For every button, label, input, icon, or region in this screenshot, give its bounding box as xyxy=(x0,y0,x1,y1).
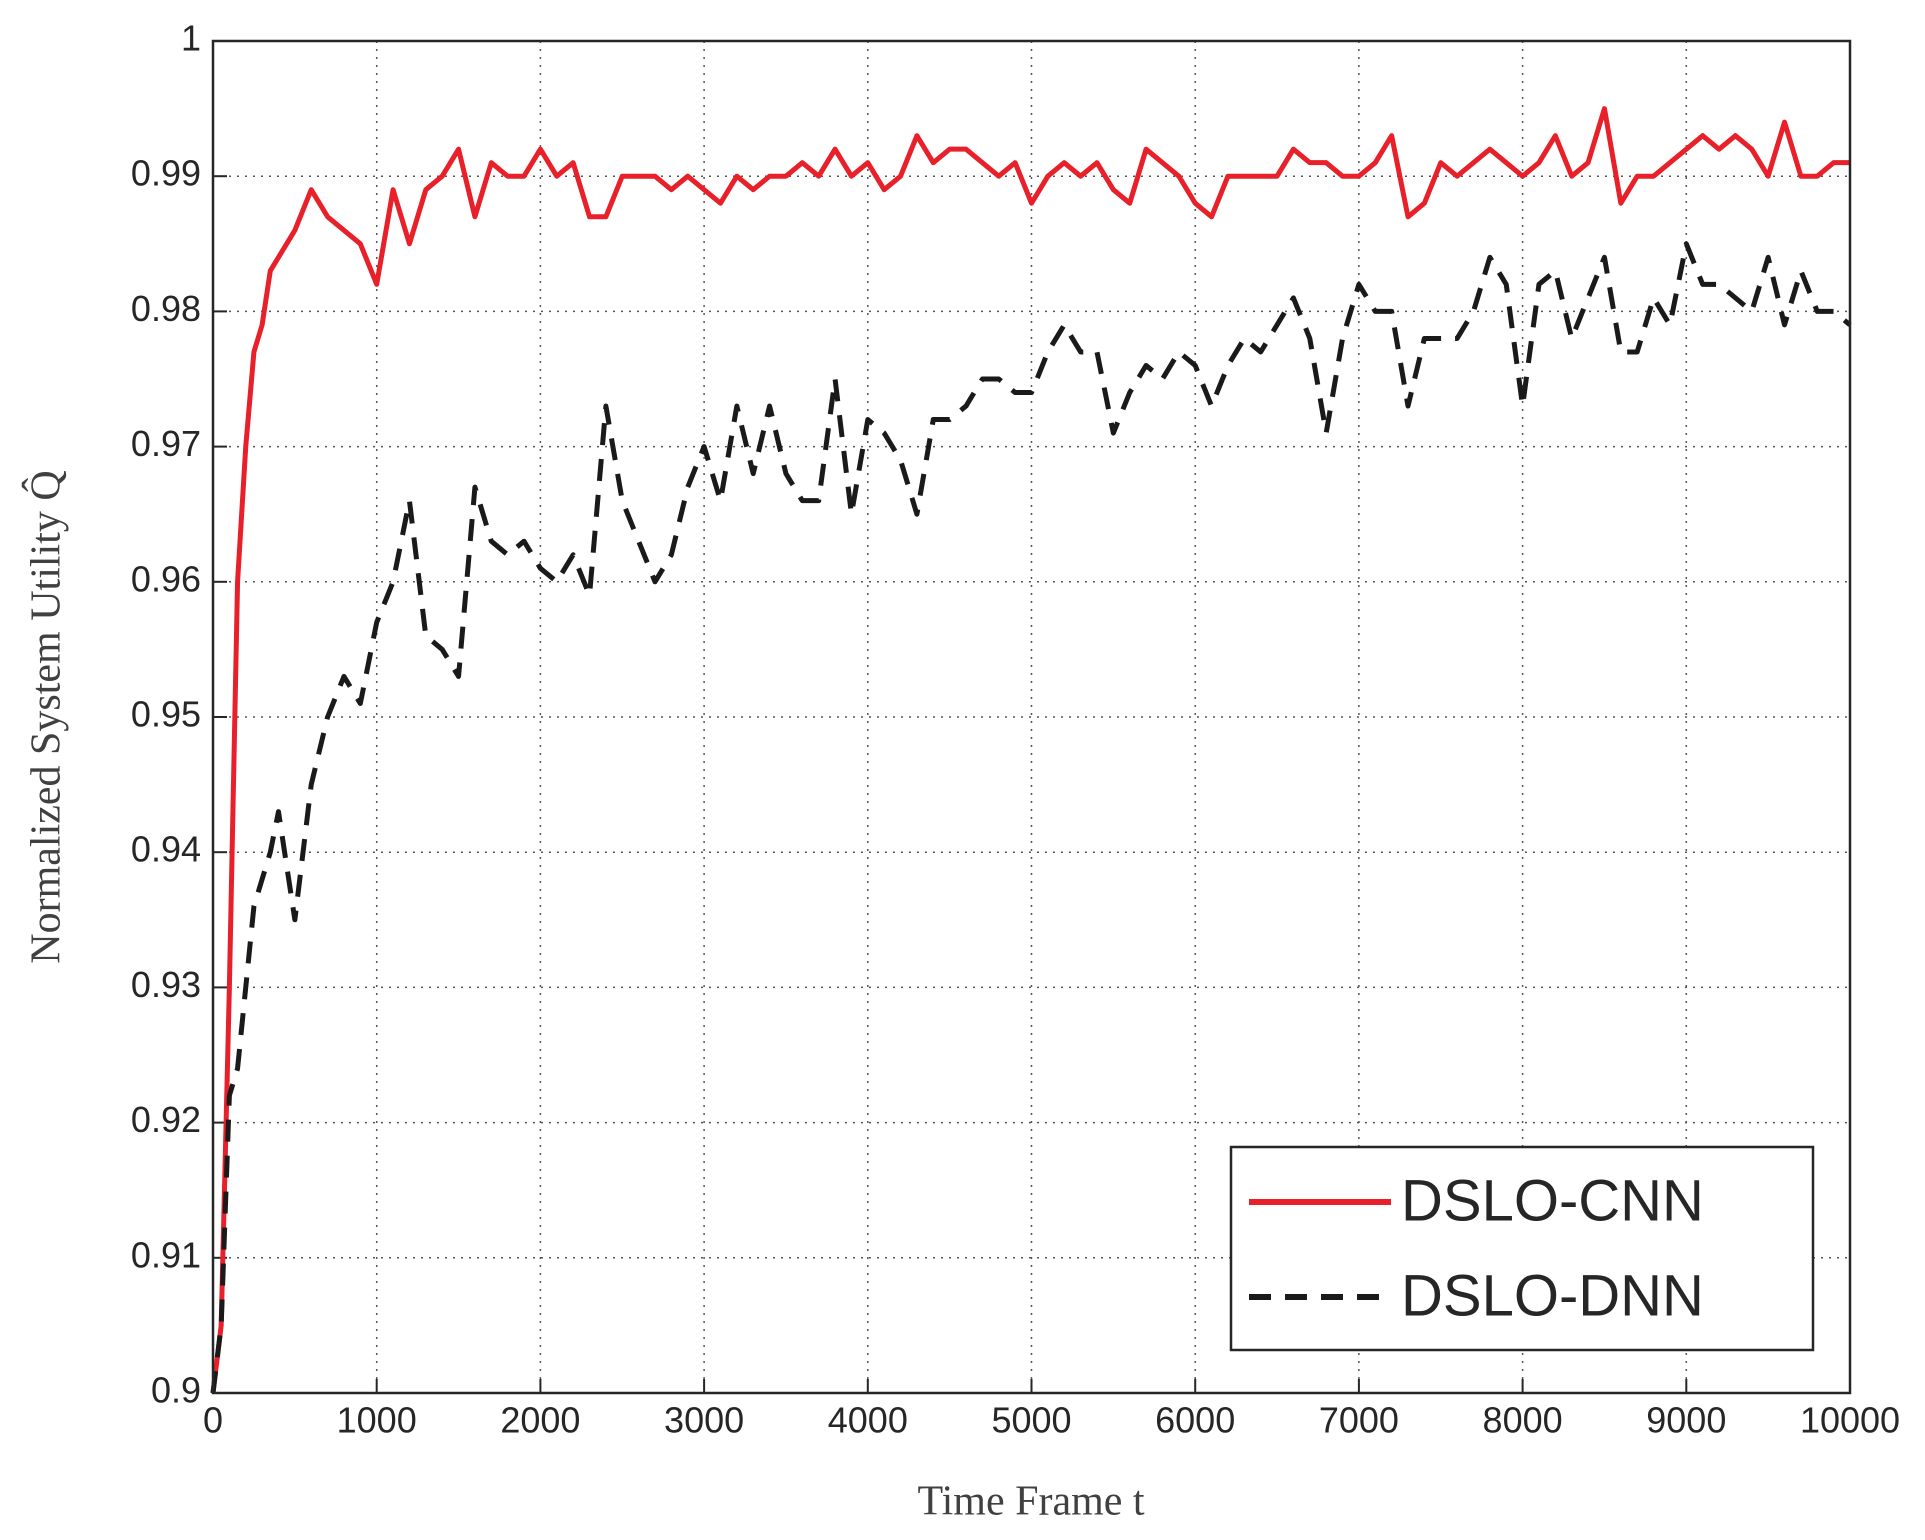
x-tick-label: 7000 xyxy=(1319,1400,1399,1441)
y-tick-label: 0.98 xyxy=(131,288,201,329)
plot-frame xyxy=(211,39,1852,1395)
legend-label: DSLO-DNN xyxy=(1401,1263,1704,1328)
y-axis-label: Normalized System Utility Q̂ xyxy=(21,470,69,963)
x-tick-label: 9000 xyxy=(1646,1400,1726,1441)
x-tick-label: 4000 xyxy=(828,1400,908,1441)
legend: DSLO-CNN DSLO-DNN xyxy=(1229,1145,1815,1352)
x-axis-label: Time Frame t xyxy=(917,1479,1144,1525)
x-tick-label: 6000 xyxy=(1155,1400,1235,1441)
x-tick-label: 8000 xyxy=(1483,1400,1563,1441)
x-tick-label: 2000 xyxy=(500,1400,580,1441)
y-tick-label: 1 xyxy=(181,18,201,59)
x-tick-label: 5000 xyxy=(991,1400,1071,1441)
y-tick-label: 0.95 xyxy=(131,694,201,735)
y-tick-label: 0.94 xyxy=(131,829,201,870)
legend-box xyxy=(1229,1145,1815,1352)
y-tick-label: 0.97 xyxy=(131,423,201,464)
y-tick-label: 0.9 xyxy=(151,1370,201,1411)
x-tick-label: 10000 xyxy=(1800,1400,1900,1441)
x-tick-label: 1000 xyxy=(337,1400,417,1441)
x-tick-label: 0 xyxy=(203,1400,223,1441)
y-tick-label: 0.96 xyxy=(131,558,201,599)
y-tick-label: 0.99 xyxy=(131,153,201,194)
data-line xyxy=(210,241,1852,1394)
data-line xyxy=(210,106,1850,1394)
x-tick-label: 3000 xyxy=(664,1400,744,1441)
y-tick-label: 0.92 xyxy=(131,1099,201,1140)
y-tick-label: 0.91 xyxy=(131,1234,201,1275)
legend-label: DSLO-CNN xyxy=(1401,1168,1704,1233)
y-tick-label: 0.93 xyxy=(131,964,201,1005)
